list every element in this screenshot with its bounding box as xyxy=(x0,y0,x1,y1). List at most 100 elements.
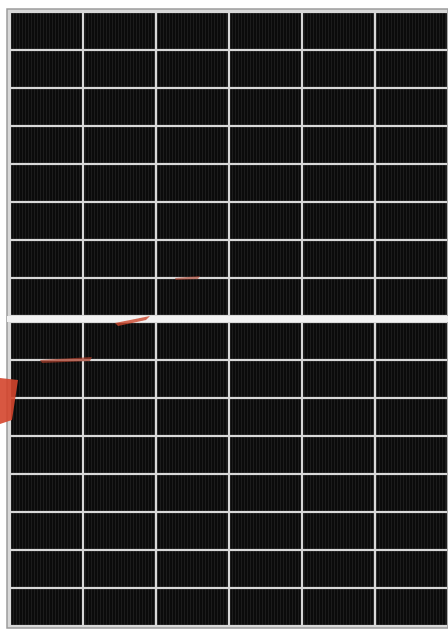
solar-cell xyxy=(230,165,301,201)
solar-cell xyxy=(157,203,228,239)
solar-cell xyxy=(84,51,155,87)
solar-cell xyxy=(157,399,228,435)
solar-cell xyxy=(11,475,82,511)
solar-cell xyxy=(157,551,228,587)
solar-cell xyxy=(230,89,301,125)
solar-cell xyxy=(376,203,447,239)
solar-cell xyxy=(230,323,301,359)
solar-cell xyxy=(84,279,155,315)
solar-cell xyxy=(303,361,374,397)
solar-cell xyxy=(11,13,82,49)
cell-grid xyxy=(7,13,448,625)
solar-cell xyxy=(303,399,374,435)
solar-cell xyxy=(84,361,155,397)
solar-cell xyxy=(303,551,374,587)
reflection xyxy=(115,316,150,326)
solar-cell xyxy=(303,279,374,315)
solar-cell xyxy=(230,279,301,315)
solar-cell xyxy=(303,241,374,277)
solar-cell xyxy=(157,589,228,625)
solar-cell xyxy=(303,165,374,201)
solar-cell xyxy=(157,89,228,125)
reflection xyxy=(0,378,18,424)
solar-cell xyxy=(376,165,447,201)
solar-cell xyxy=(230,551,301,587)
solar-cell xyxy=(84,589,155,625)
solar-cell xyxy=(303,323,374,359)
solar-cell xyxy=(11,241,82,277)
solar-cell xyxy=(303,89,374,125)
solar-cell xyxy=(303,51,374,87)
solar-cell xyxy=(157,51,228,87)
solar-cell xyxy=(376,475,447,511)
solar-cell xyxy=(157,279,228,315)
solar-cell xyxy=(157,437,228,473)
solar-cell xyxy=(11,127,82,163)
solar-cell xyxy=(11,203,82,239)
solar-cell xyxy=(303,437,374,473)
center-bar xyxy=(7,316,448,322)
reflection xyxy=(175,276,200,280)
solar-cell xyxy=(303,127,374,163)
solar-cell xyxy=(157,127,228,163)
solar-cell xyxy=(11,323,82,359)
solar-cell xyxy=(157,513,228,549)
solar-cell xyxy=(376,513,447,549)
solar-cell xyxy=(84,437,155,473)
solar-cell xyxy=(11,361,82,397)
solar-cell xyxy=(230,127,301,163)
solar-cell xyxy=(230,361,301,397)
solar-cell xyxy=(11,51,82,87)
solar-cell xyxy=(11,399,82,435)
solar-cell xyxy=(84,475,155,511)
solar-cell xyxy=(84,127,155,163)
solar-cell xyxy=(230,475,301,511)
solar-cell xyxy=(11,551,82,587)
solar-cell xyxy=(376,589,447,625)
solar-cell xyxy=(376,279,447,315)
solar-cell xyxy=(376,323,447,359)
solar-cell xyxy=(84,399,155,435)
solar-cell xyxy=(84,323,155,359)
solar-cell xyxy=(11,589,82,625)
solar-cell xyxy=(84,89,155,125)
solar-cell xyxy=(157,361,228,397)
solar-cell xyxy=(230,513,301,549)
solar-cell xyxy=(84,513,155,549)
solar-cell xyxy=(303,475,374,511)
solar-cell xyxy=(376,361,447,397)
solar-cell xyxy=(303,13,374,49)
solar-cell xyxy=(376,399,447,435)
solar-cell xyxy=(11,89,82,125)
solar-cell xyxy=(303,513,374,549)
solar-cell xyxy=(230,241,301,277)
solar-cell xyxy=(230,589,301,625)
solar-cell xyxy=(376,437,447,473)
reflection xyxy=(40,357,92,363)
solar-cell xyxy=(230,437,301,473)
solar-cell xyxy=(376,51,447,87)
solar-cell xyxy=(157,241,228,277)
solar-cell xyxy=(157,323,228,359)
solar-cell xyxy=(376,551,447,587)
solar-cell xyxy=(303,203,374,239)
solar-cell xyxy=(157,475,228,511)
solar-cell xyxy=(376,241,447,277)
solar-cell xyxy=(84,13,155,49)
solar-cell xyxy=(230,399,301,435)
solar-cell xyxy=(157,165,228,201)
solar-cell xyxy=(11,165,82,201)
solar-cell xyxy=(84,165,155,201)
solar-cell xyxy=(84,551,155,587)
solar-cell xyxy=(376,89,447,125)
solar-cell xyxy=(376,127,447,163)
solar-cell xyxy=(11,513,82,549)
solar-cell xyxy=(157,13,228,49)
solar-cell xyxy=(230,203,301,239)
solar-cell xyxy=(303,589,374,625)
solar-cell xyxy=(84,241,155,277)
solar-cell xyxy=(376,13,447,49)
solar-cell xyxy=(84,203,155,239)
